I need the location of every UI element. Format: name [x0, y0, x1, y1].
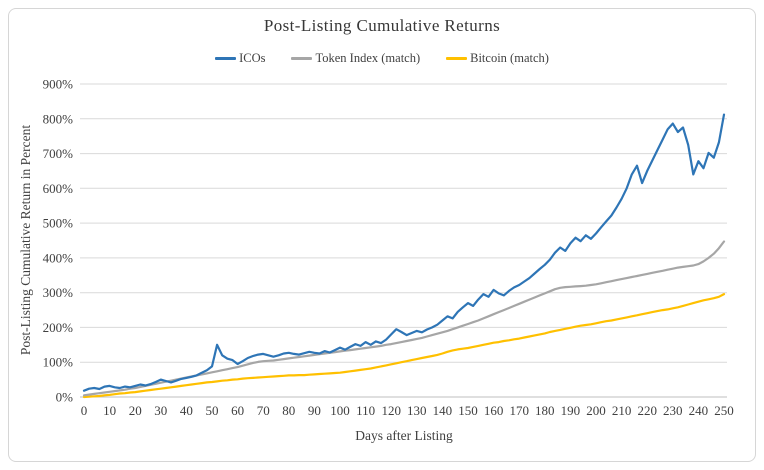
x-tick-label: 70 — [257, 403, 270, 418]
x-tick-label: 130 — [407, 403, 427, 418]
legend-item-icos: ICOs — [215, 51, 265, 66]
x-tick-label: 140 — [433, 403, 453, 418]
legend-label-token-index: Token Index (match) — [315, 51, 421, 65]
x-tick-label: 160 — [484, 403, 504, 418]
x-tick-label: 120 — [381, 403, 401, 418]
x-tick-label: 40 — [180, 403, 193, 418]
x-tick-label: 80 — [282, 403, 295, 418]
x-tick-label: 110 — [356, 403, 375, 418]
y-tick-label: 900% — [43, 77, 74, 92]
series-line-bitcoin — [82, 293, 726, 399]
x-tick-label: 220 — [637, 403, 657, 418]
chart-title: Post-Listing Cumulative Returns — [263, 16, 501, 35]
chart-legend: ICOs Token Index (match) Bitcoin (match) — [0, 51, 764, 66]
x-tick-label: 60 — [231, 403, 244, 418]
y-tick-label: 500% — [43, 216, 74, 231]
x-tick-label: 30 — [154, 403, 167, 418]
legend-swatch-bitcoin — [446, 57, 468, 60]
x-axis-title: Days after Listing — [355, 428, 453, 443]
x-tick-label: 200 — [586, 403, 606, 418]
x-tick-label: 230 — [663, 403, 683, 418]
y-axis-title: Post-Listing Cumulative Return in Percen… — [18, 124, 33, 356]
x-tick-label: 240 — [689, 403, 709, 418]
x-tick-label: 50 — [206, 403, 219, 418]
x-tick-label: 180 — [535, 403, 555, 418]
y-tick-label: 800% — [43, 111, 74, 126]
legend-label-icos: ICOs — [239, 51, 266, 65]
legend-label-bitcoin: Bitcoin (match) — [470, 51, 549, 65]
y-tick-label: 700% — [43, 146, 74, 161]
legend-item-token-index: Token Index (match) — [291, 51, 420, 66]
y-tick-label: 400% — [43, 250, 74, 265]
x-tick-label: 190 — [561, 403, 581, 418]
x-tick-label: 10 — [103, 403, 116, 418]
x-tick-label: 170 — [509, 403, 529, 418]
y-tick-label: 0% — [56, 390, 74, 405]
legend-swatch-token-index — [291, 57, 313, 60]
legend-item-bitcoin: Bitcoin (match) — [446, 51, 549, 66]
x-tick-label: 150 — [458, 403, 478, 418]
x-tick-label: 20 — [129, 403, 142, 418]
series-line-token-index — [82, 240, 726, 397]
y-tick-label: 100% — [43, 355, 74, 370]
x-tick-label: 90 — [308, 403, 321, 418]
x-tick-label: 0 — [81, 403, 88, 418]
y-tick-label: 300% — [43, 285, 74, 300]
x-tick-label: 210 — [612, 403, 632, 418]
legend-swatch-icos — [215, 57, 237, 60]
y-tick-label: 200% — [43, 320, 74, 335]
series-line-icos — [82, 113, 726, 392]
x-tick-label: 100 — [330, 403, 350, 418]
y-tick-label: 600% — [43, 181, 74, 196]
x-tick-label: 250 — [714, 403, 734, 418]
